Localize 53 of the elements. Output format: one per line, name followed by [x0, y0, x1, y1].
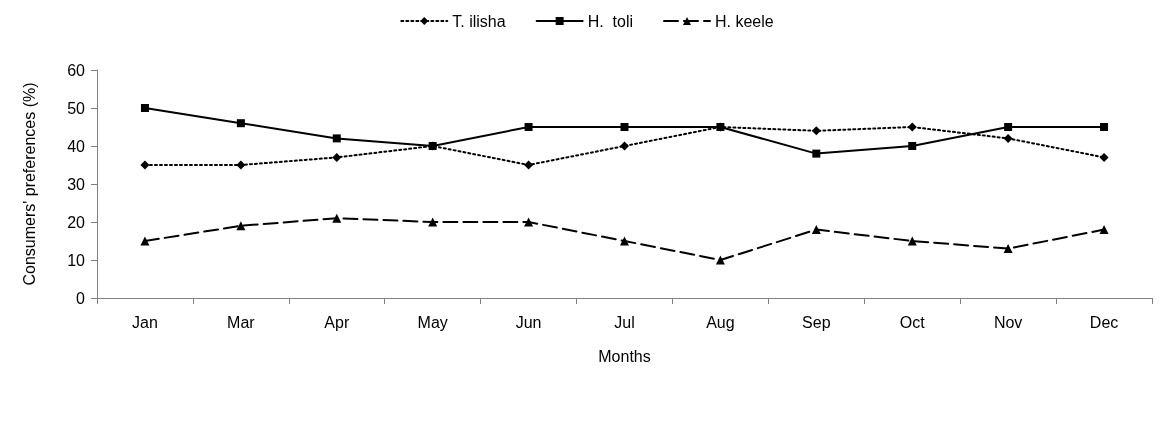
- point: [428, 142, 437, 150]
- x-tick-label: Sep: [802, 313, 831, 331]
- point: [620, 236, 629, 246]
- point: [716, 123, 725, 131]
- point: [620, 141, 629, 151]
- x-tick-label: Dec: [1089, 313, 1119, 331]
- point: [1099, 152, 1109, 162]
- point: [140, 236, 150, 246]
- x-tick-label: Oct: [899, 313, 926, 331]
- point: [140, 104, 149, 112]
- y-tick-label: 30: [67, 175, 86, 193]
- x-tick-label: May: [417, 313, 448, 331]
- point: [332, 152, 342, 162]
- x-tick-label: Jul: [614, 313, 635, 331]
- y-tick-label: 10: [67, 251, 86, 269]
- x-tick-label: Aug: [706, 313, 735, 331]
- y-tick-label: 0: [76, 289, 86, 307]
- point: [811, 126, 821, 136]
- point: [524, 160, 534, 170]
- point: [140, 160, 150, 170]
- y-tick-label: 20: [67, 213, 86, 231]
- point: [907, 236, 917, 246]
- point: [332, 213, 342, 223]
- y-tick-label: 60: [67, 61, 86, 79]
- x-tick-label: Nov: [993, 313, 1023, 331]
- x-tick-label: Mar: [227, 313, 256, 331]
- point: [907, 122, 917, 132]
- point: [428, 217, 438, 227]
- point: [524, 123, 533, 131]
- y-tick-label: 50: [67, 99, 86, 117]
- point: [236, 160, 246, 170]
- y-tick-label: 40: [67, 137, 86, 155]
- point: [236, 119, 245, 128]
- legend-label: H. toli: [587, 12, 633, 30]
- x-tick-label: Jun: [515, 313, 542, 331]
- x-axis-title: Months: [598, 347, 651, 365]
- point: [1003, 244, 1013, 254]
- point: [332, 134, 341, 143]
- point: [812, 149, 821, 158]
- point: [908, 142, 917, 150]
- y-axis-title: Consumers' preferences (%): [20, 82, 38, 286]
- point: [524, 217, 534, 227]
- x-tick-label: Apr: [324, 313, 350, 331]
- legend-label: H. keele: [715, 12, 774, 30]
- point: [1100, 123, 1109, 131]
- point: [1099, 225, 1109, 235]
- point: [811, 225, 821, 235]
- point: [1004, 123, 1013, 131]
- point: [620, 123, 629, 131]
- point: [715, 255, 725, 265]
- legend-label: T. ilisha: [452, 12, 506, 30]
- x-tick-label: Jan: [132, 313, 158, 331]
- point: [1003, 133, 1013, 143]
